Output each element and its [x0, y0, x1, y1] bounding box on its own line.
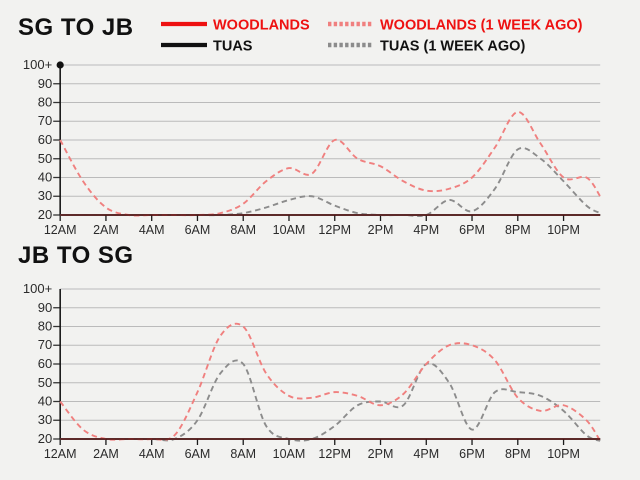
svg-text:6AM: 6AM [185, 447, 211, 461]
svg-text:8AM: 8AM [230, 223, 256, 237]
svg-text:6PM: 6PM [459, 223, 485, 237]
svg-text:10PM: 10PM [547, 223, 580, 237]
svg-text:8PM: 8PM [505, 223, 531, 237]
svg-text:4AM: 4AM [139, 447, 165, 461]
svg-text:40: 40 [38, 170, 52, 185]
svg-text:2PM: 2PM [368, 447, 394, 461]
svg-text:4PM: 4PM [413, 223, 439, 237]
svg-text:100+: 100+ [23, 57, 52, 72]
svg-text:90: 90 [38, 300, 52, 315]
svg-text:4AM: 4AM [139, 223, 165, 237]
svg-text:8PM: 8PM [505, 447, 531, 461]
svg-text:8AM: 8AM [230, 447, 256, 461]
svg-text:80: 80 [38, 319, 52, 334]
svg-text:12PM: 12PM [318, 223, 351, 237]
svg-text:100+: 100+ [23, 281, 52, 296]
svg-text:20: 20 [38, 431, 52, 446]
svg-text:80: 80 [38, 95, 52, 110]
svg-text:70: 70 [38, 113, 52, 128]
svg-text:2PM: 2PM [368, 223, 394, 237]
svg-text:12AM: 12AM [44, 223, 77, 237]
svg-text:60: 60 [38, 356, 52, 371]
svg-text:2AM: 2AM [93, 223, 119, 237]
svg-text:30: 30 [38, 412, 52, 427]
svg-text:20: 20 [38, 207, 52, 222]
svg-text:70: 70 [38, 337, 52, 352]
svg-text:12AM: 12AM [44, 447, 77, 461]
svg-text:50: 50 [38, 151, 52, 166]
svg-text:10AM: 10AM [273, 447, 306, 461]
svg-text:12PM: 12PM [318, 447, 351, 461]
svg-text:10PM: 10PM [547, 447, 580, 461]
svg-text:60: 60 [38, 132, 52, 147]
svg-text:4PM: 4PM [413, 447, 439, 461]
svg-text:90: 90 [38, 76, 52, 91]
svg-text:2AM: 2AM [93, 447, 119, 461]
svg-text:6AM: 6AM [185, 223, 211, 237]
svg-text:6PM: 6PM [459, 447, 485, 461]
svg-text:10AM: 10AM [273, 223, 306, 237]
svg-text:40: 40 [38, 394, 52, 409]
svg-text:50: 50 [38, 375, 52, 390]
svg-text:30: 30 [38, 188, 52, 203]
